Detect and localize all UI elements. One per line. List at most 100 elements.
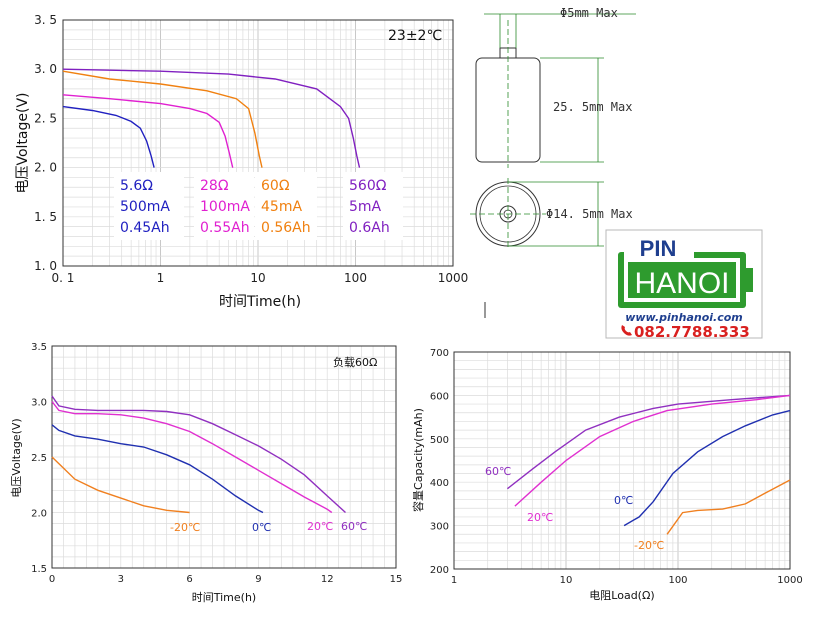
- c2-ticks: 0 3 6 9 12 15 1.5 2.0 2.5 3.0 3.5: [31, 342, 402, 585]
- x-tick-label: 1000: [438, 271, 469, 285]
- c3-series-labels: 60℃ 20℃ 0℃ -20℃: [485, 465, 664, 552]
- series-label-20: 20℃: [307, 520, 333, 533]
- y-tick-label: 600: [430, 391, 449, 402]
- logo-battery-cap: [746, 268, 753, 292]
- x-tick-label: 1: [451, 575, 457, 586]
- legend-text-28: 0.55Ah: [200, 220, 250, 236]
- x-tick-label: 12: [321, 574, 334, 585]
- legend-box-56: [114, 172, 184, 240]
- legend-text-56: 5.6Ω: [120, 178, 153, 194]
- legend-box-28: [194, 172, 254, 240]
- series-label-20: 20℃: [527, 511, 553, 524]
- x-tick-label: 15: [390, 574, 403, 585]
- y-tick-label: 1. 5: [34, 210, 57, 224]
- series-label-60: 60℃: [341, 520, 367, 533]
- series-line--20: [51, 456, 190, 514]
- series-line-20: [514, 394, 791, 507]
- logo-brand-main: HANOI: [634, 267, 729, 300]
- c1-y-axis-title: 电压Voltage(V): [15, 92, 31, 193]
- x-tick-label: 100: [668, 575, 687, 586]
- y-tick-label: 400: [430, 478, 449, 489]
- series-label--20: -20℃: [634, 539, 664, 552]
- legend-text-60: 0.56Ah: [261, 220, 311, 236]
- x-tick-label: 9: [255, 574, 261, 585]
- series-line-0: [623, 409, 791, 527]
- legend-text-560: 5mA: [349, 199, 382, 215]
- x-tick-label: 0: [49, 574, 55, 585]
- c2-series: [51, 395, 346, 514]
- series-line-560: [62, 68, 361, 168]
- c3-grid: [453, 351, 791, 570]
- c1-legend: 5.6Ω 500mA 0.45Ah 28Ω 100mA 0.55Ah 60Ω 45mA 0.56…: [114, 172, 403, 240]
- dim-body-diameter: Φ14. 5mm Max: [546, 207, 633, 221]
- y-tick-label: 300: [430, 522, 449, 533]
- series-line-28: [62, 94, 234, 168]
- c1-temperature-label: 23±2℃: [388, 28, 442, 44]
- x-tick-label: 10: [560, 575, 573, 586]
- pin-hanoi-logo: PIN HANOI www.pinhanoi.com 082.7788.333: [605, 229, 763, 341]
- y-tick-label: 3.0: [31, 398, 47, 409]
- legend-text-56: 500mA: [120, 199, 170, 215]
- y-tick-label: 1.5: [31, 564, 47, 575]
- legend-box-560: [343, 172, 403, 240]
- series-label-0: 0℃: [252, 521, 271, 534]
- phone-icon: [621, 325, 632, 336]
- dim-terminal-diameter: Φ5mm Max: [560, 6, 618, 20]
- c1-x-axis-title: 时间Time(h): [219, 294, 301, 310]
- series-line-60: [506, 394, 791, 490]
- c1-ticks: 0. 1 1 10 100 1000 1. 0 1. 5 2. 0 2. 5 3. 0 3. 5: [34, 13, 468, 285]
- series-label--20: -20℃: [170, 521, 200, 534]
- c2-series-labels: -20℃ 0℃ 20℃ 60℃: [170, 520, 367, 534]
- discharge-load-chart: 0. 1 1 10 100 1000 1. 0 1. 5 2. 0 2. 5 3. 0 3. 5 2…: [15, 13, 468, 310]
- y-tick-label: 2. 0: [34, 161, 57, 175]
- series-line-5.6: [62, 105, 155, 168]
- c3-ticks: 1 10 100 1000 200 300 400 500 600 700: [430, 348, 803, 586]
- series-label-0: 0℃: [614, 494, 633, 507]
- c3-series: [506, 394, 791, 535]
- series-line-60: [62, 70, 263, 168]
- discharge-temperature-chart: 0 3 6 9 12 15 1.5 2.0 2.5 3.0 3.5 负载60Ω -20℃ 0℃ 20℃ 6…: [10, 342, 402, 604]
- series-line-0: [51, 424, 264, 514]
- y-tick-label: 3. 5: [34, 13, 57, 27]
- c3-plot-frame: [453, 351, 791, 570]
- c3-x-axis-title: 电阻Load(Ω): [589, 589, 654, 602]
- c2-load-label: 负载60Ω: [333, 355, 377, 369]
- logo-pin-backdrop: [624, 238, 694, 260]
- legend-text-56: 0.45Ah: [120, 220, 170, 236]
- x-tick-label: 3: [118, 574, 124, 585]
- legend-text-560: 560Ω: [349, 178, 387, 194]
- y-tick-label: 700: [430, 348, 449, 359]
- y-tick-label: 1. 0: [34, 259, 57, 273]
- legend-text-28: 28Ω: [200, 178, 229, 194]
- series-line-20: [51, 401, 333, 514]
- y-tick-label: 2.0: [31, 509, 47, 520]
- legend-text-28: 100mA: [200, 199, 250, 215]
- capacity-load-chart: 1 10 100 1000 200 300 400 500 600 700 60℃ 20℃ 0℃ -20…: [411, 348, 803, 602]
- y-tick-label: 3. 0: [34, 62, 57, 76]
- y-tick-label: 2.5: [31, 453, 47, 464]
- y-tick-label: 500: [430, 435, 449, 446]
- x-tick-label: 0. 1: [52, 271, 75, 285]
- logo-battery-fill: [628, 262, 736, 298]
- series-label-60: 60℃: [485, 465, 511, 478]
- cell-dimension-drawing: Φ5mm Max 25. 5mm Max Φ14. 5mm Max: [470, 6, 636, 318]
- x-tick-label: 6: [186, 574, 192, 585]
- series-line--20: [666, 479, 791, 535]
- legend-text-560: 0.6Ah: [349, 220, 390, 236]
- series-line-60: [51, 395, 346, 514]
- c3-y-axis-title: 容量Capacity(mAh): [411, 408, 425, 512]
- x-tick-label: 100: [344, 271, 367, 285]
- logo-phone: 082.7788.333: [634, 323, 750, 341]
- legend-text-60: 60Ω: [261, 178, 290, 194]
- y-tick-label: 3.5: [31, 342, 47, 353]
- y-tick-label: 2. 5: [34, 111, 57, 125]
- x-tick-label: 1: [157, 271, 165, 285]
- c2-grid: [51, 345, 397, 569]
- logo-website: www.pinhanoi.com: [625, 311, 743, 324]
- legend-box-60: [255, 172, 317, 240]
- y-tick-label: 200: [430, 565, 449, 576]
- legend-text-60: 45mA: [261, 199, 302, 215]
- c1-plot-frame: [62, 19, 454, 267]
- c2-y-axis-title: 电压Voltage(V): [10, 418, 23, 497]
